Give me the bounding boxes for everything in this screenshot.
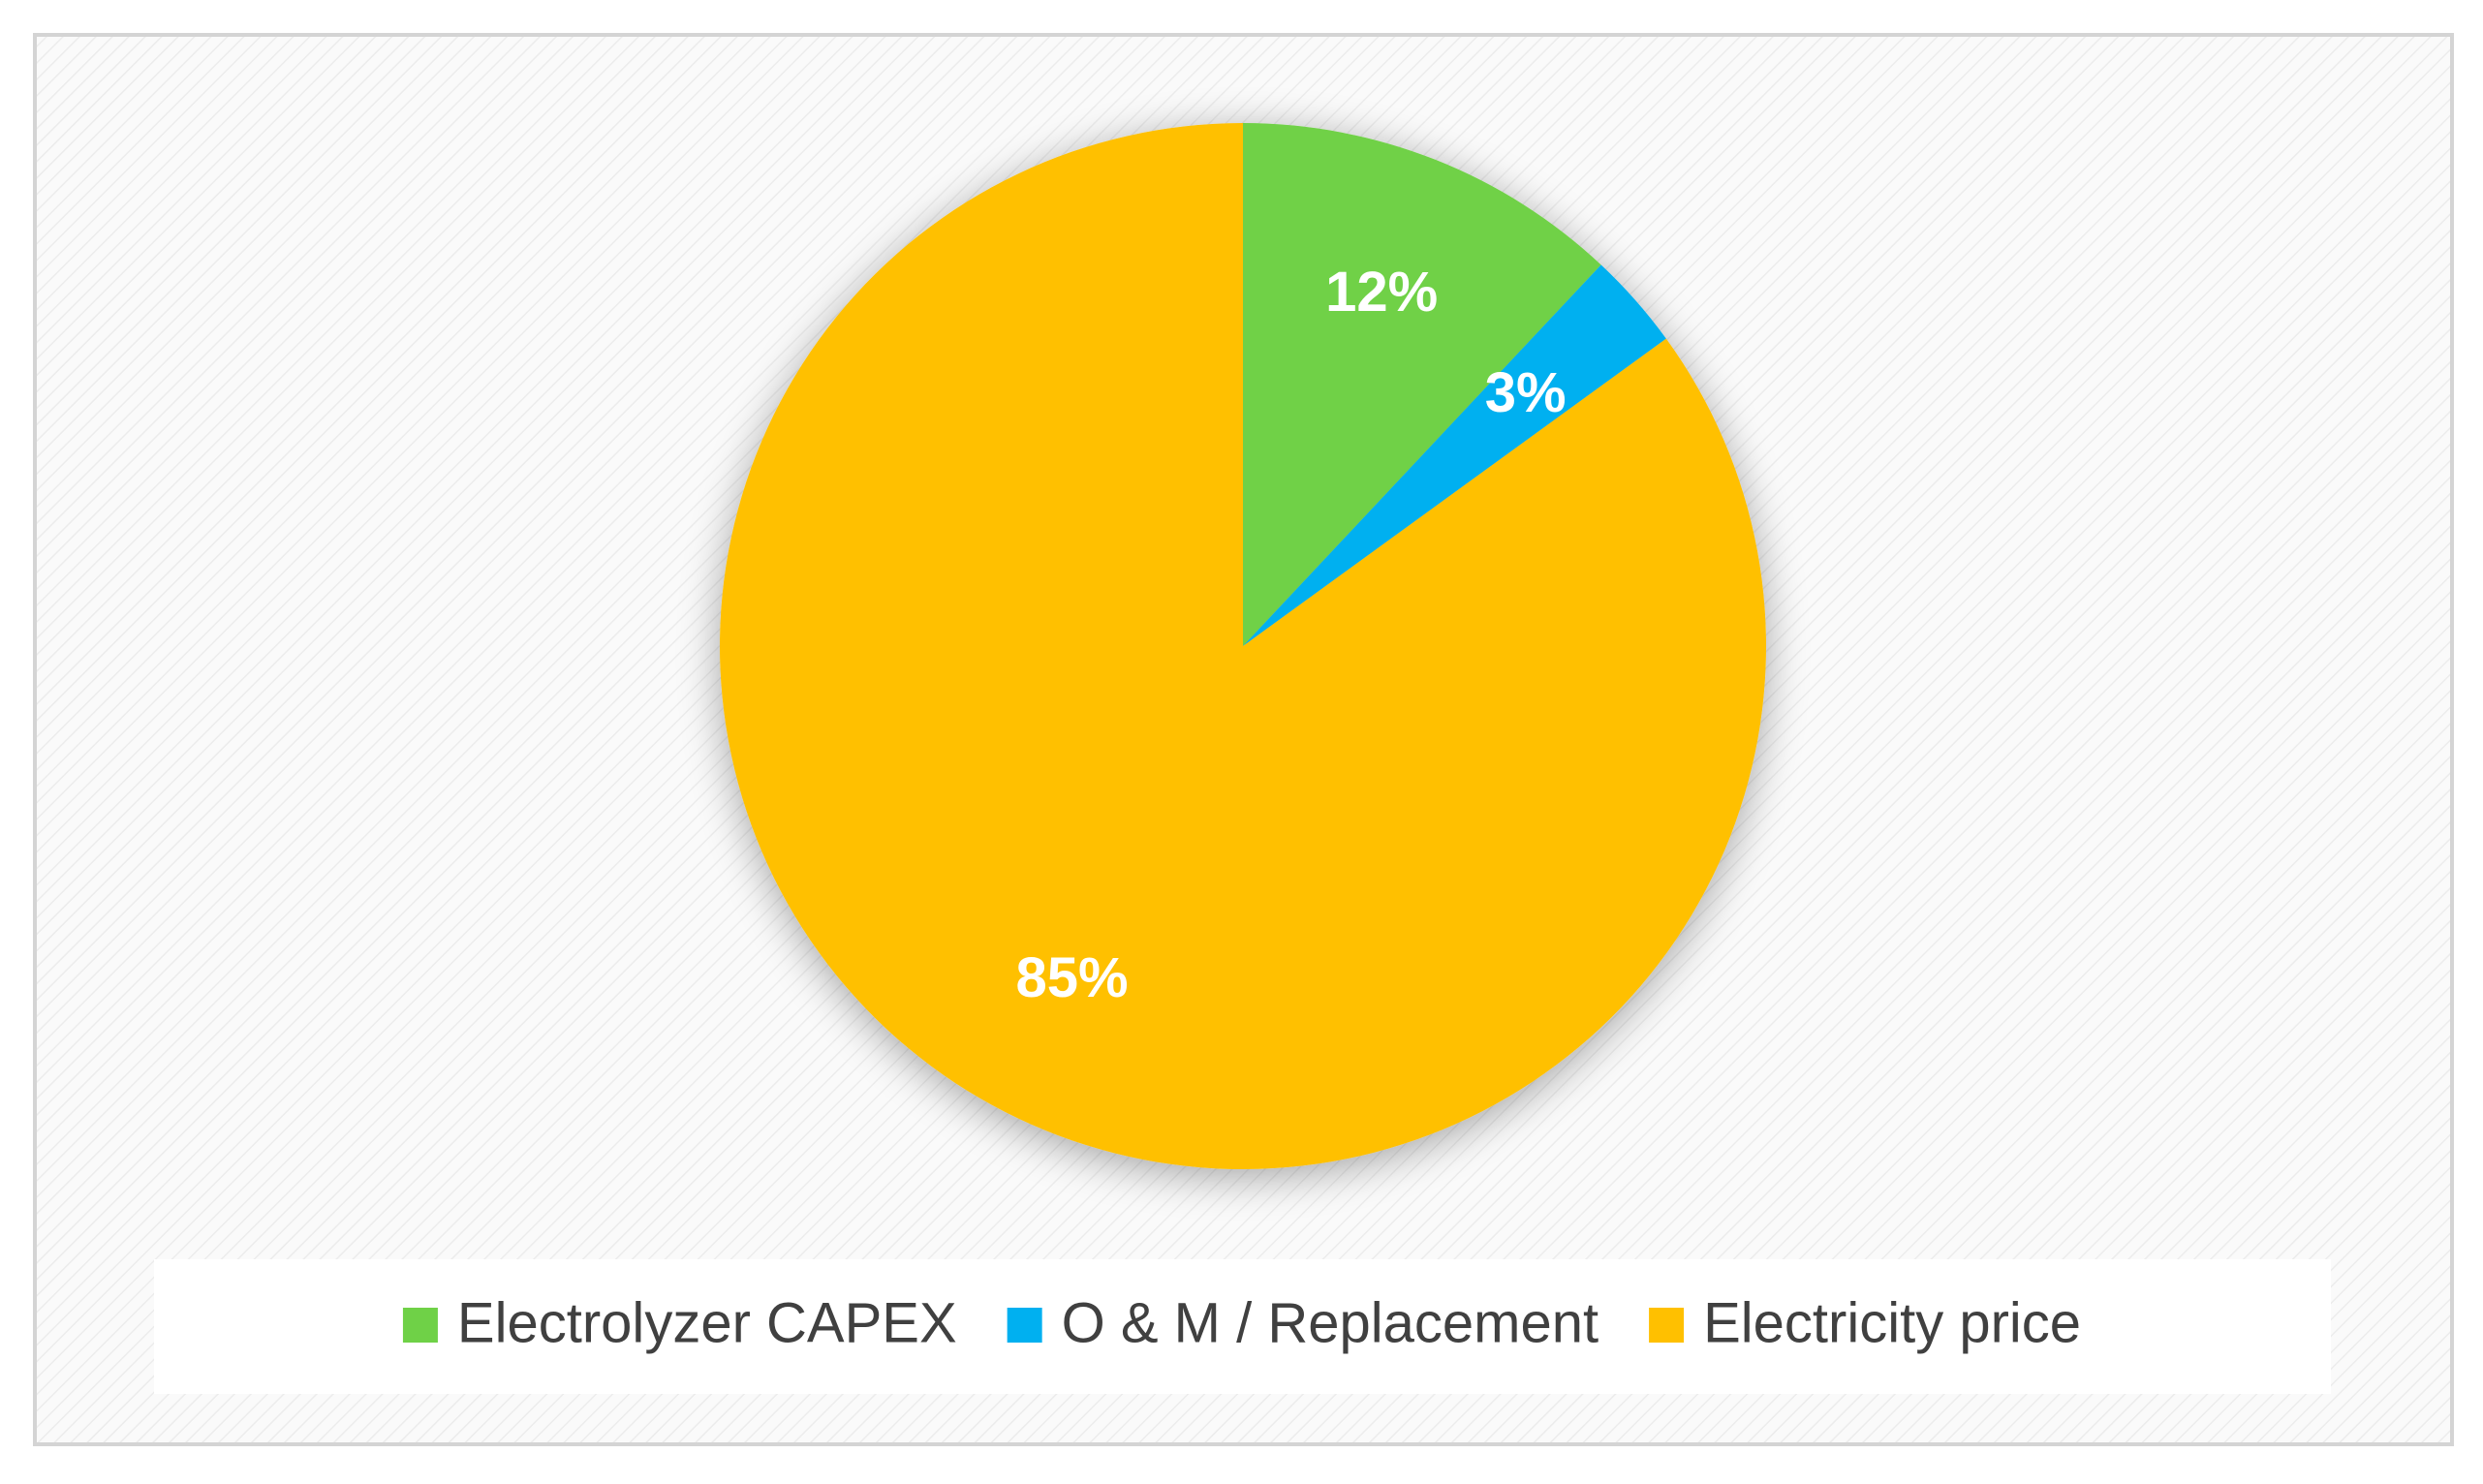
legend: Electrolyzer CAPEX O & M / Replacement Ele…	[402, 1291, 2081, 1354]
pie-slice	[719, 123, 1766, 1169]
pie-slice	[1243, 123, 1601, 646]
data-label: 85%	[1015, 946, 1128, 1009]
legend-label: O & M / Replacement	[1062, 1291, 1598, 1354]
data-labels: 12% 3% 85%	[1015, 261, 1566, 1009]
pie	[719, 123, 1766, 1169]
data-label: 12%	[1325, 261, 1438, 324]
legend-swatch	[1007, 1308, 1042, 1343]
legend-label: Electrolyzer CAPEX	[457, 1291, 957, 1354]
legend-box	[154, 1259, 2331, 1394]
pie-slice	[1243, 264, 1666, 646]
legend-swatch	[1649, 1308, 1685, 1343]
legend-label: Electricity price	[1703, 1291, 2081, 1354]
legend-swatch	[402, 1308, 438, 1343]
data-label: 3%	[1485, 361, 1567, 424]
